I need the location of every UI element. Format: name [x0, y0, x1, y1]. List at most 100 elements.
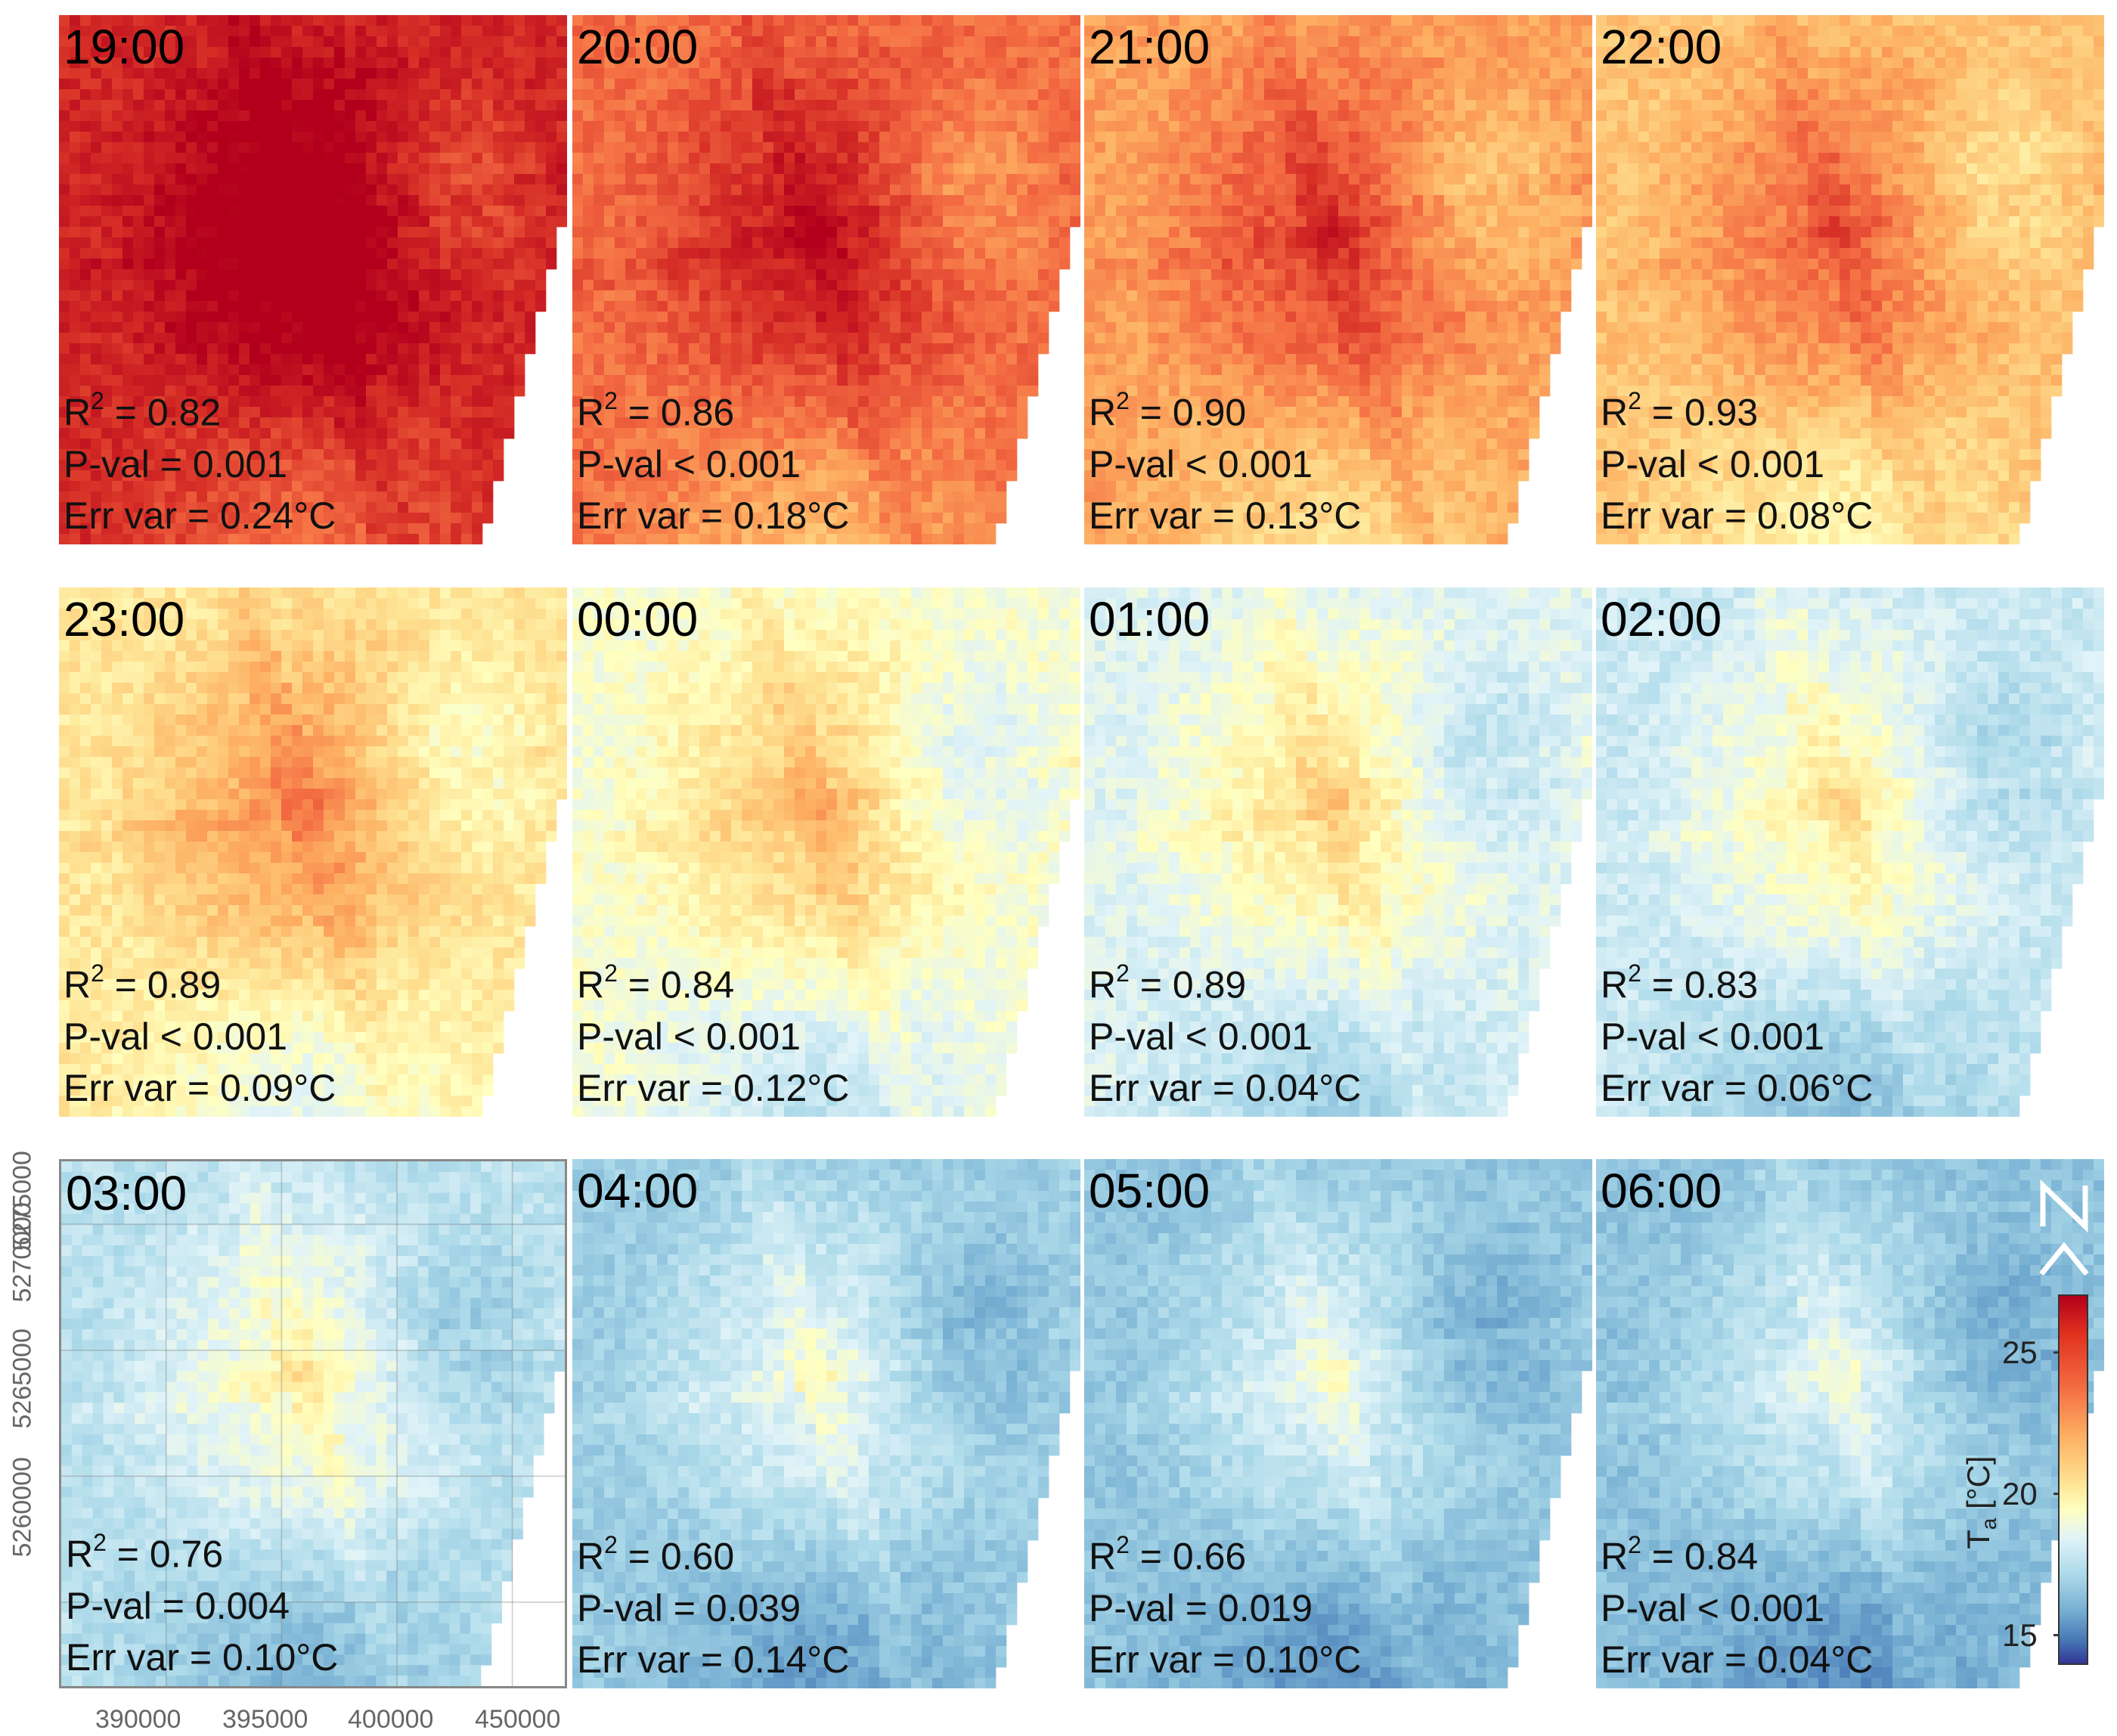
r2-value: 0.82 — [147, 392, 221, 434]
y-tick: 5260000 — [8, 1452, 38, 1557]
pval-line: P-val < 0.001 — [1601, 1583, 1873, 1634]
y-tick: 5275000 — [8, 1145, 38, 1251]
colorbar-label: Ta [°C] — [1960, 1427, 2001, 1578]
map-panel: 04:00 R2 = 0.60 P-val = 0.039 Err var = 0.1… — [572, 1159, 1080, 1688]
time-label: 00:00 — [577, 595, 698, 643]
temperature-raster — [1084, 587, 1592, 1117]
colorbar-ticks — [2053, 1351, 2060, 1637]
r2-value: 0.76 — [150, 1533, 223, 1576]
r2-line: R2 = 0.60 — [577, 1522, 849, 1583]
time-label: 22:00 — [1601, 23, 1722, 71]
time-label: 21:00 — [1089, 23, 1210, 71]
stats-block: R2 = 0.66 P-val = 0.019 Err var = 0.10°C — [1089, 1522, 1361, 1685]
r2-line: R2 = 0.84 — [1601, 1522, 1873, 1583]
stats-block: R2 = 0.93 P-val < 0.001 Err var = 0.08°C — [1601, 378, 1873, 541]
pval-line: P-val = 0.039 — [577, 1583, 849, 1634]
errvar-line: Err var = 0.04°C — [1089, 1062, 1361, 1114]
colorbar-label-sub: a — [1977, 1518, 2001, 1530]
temperature-raster — [1084, 1159, 1592, 1688]
errvar-line: Err var = 0.09°C — [64, 1062, 336, 1114]
errvar-line: Err var = 0.12°C — [577, 1062, 849, 1114]
pval-line: P-val < 0.001 — [1089, 439, 1361, 490]
colorbar-tick-label: 20 — [2002, 1476, 2038, 1512]
r2-value: 0.60 — [661, 1536, 734, 1578]
colorbar-label-unit: [°C] — [1960, 1456, 1996, 1509]
stats-block: R2 = 0.84 P-val < 0.001 Err var = 0.04°C — [1601, 1522, 1873, 1685]
pval-line: P-val = 0.001 — [64, 439, 336, 490]
pval-line: P-val < 0.001 — [1601, 439, 1873, 490]
r2-value: 0.93 — [1685, 392, 1758, 434]
r2-value: 0.66 — [1173, 1536, 1246, 1578]
time-label: 23:00 — [64, 595, 184, 643]
temperature-raster — [1596, 587, 2104, 1117]
map-panel: 20:00 R2 = 0.86 P-val < 0.001 Err var = 0.1… — [572, 15, 1080, 544]
temperature-raster — [1596, 1159, 2104, 1688]
stats-block: R2 = 0.84 P-val < 0.001 Err var = 0.12°C — [577, 950, 849, 1114]
y-tick: 5265000 — [8, 1323, 38, 1428]
pval-line: P-val < 0.001 — [1089, 1011, 1361, 1062]
stats-block: R2 = 0.60 P-val = 0.039 Err var = 0.14°C — [577, 1522, 849, 1685]
map-panel: 00:00 R2 = 0.84 P-val < 0.001 Err var = 0.1… — [572, 587, 1080, 1117]
time-label: 05:00 — [1089, 1167, 1210, 1215]
r2-value: 0.86 — [661, 392, 734, 434]
r2-value: 0.84 — [1685, 1536, 1758, 1578]
map-panel: 03:00 R2 = 0.76 P-val = 0.004 Err var = 0.1… — [59, 1159, 567, 1688]
r2-line: R2 = 0.82 — [64, 378, 336, 439]
temperature-raster — [572, 1159, 1080, 1688]
time-label: 19:00 — [64, 23, 184, 71]
r2-line: R2 = 0.86 — [577, 378, 849, 439]
temperature-raster — [61, 1161, 565, 1686]
map-panel: 01:00 R2 = 0.89 P-val < 0.001 Err var = 0.0… — [1084, 587, 1592, 1117]
colorbar-label-main: T — [1960, 1530, 1996, 1549]
x-tick: 390000 — [95, 1705, 181, 1734]
r2-line: R2 = 0.84 — [577, 950, 849, 1011]
r2-value: 0.84 — [661, 964, 734, 1006]
pval-line: P-val < 0.001 — [1601, 1011, 1873, 1062]
stats-block: R2 = 0.82 P-val = 0.001 Err var = 0.24°C — [64, 378, 336, 541]
x-tick: 400000 — [348, 1705, 433, 1734]
map-panel: 06:00 R2 = 0.84 P-val < 0.001 Err var = 0.0… — [1596, 1159, 2104, 1688]
temperature-raster — [1084, 15, 1592, 544]
map-panel: 19:00 R2 = 0.82 P-val = 0.001 Err var = 0.2… — [59, 15, 567, 544]
pval-line: P-val = 0.004 — [66, 1580, 338, 1632]
pval-line: P-val < 0.001 — [64, 1011, 336, 1062]
x-tick: 395000 — [222, 1705, 308, 1734]
time-label: 01:00 — [1089, 595, 1210, 643]
r2-line: R2 = 0.93 — [1601, 378, 1873, 439]
temperature-raster — [59, 587, 567, 1117]
errvar-line: Err var = 0.13°C — [1089, 490, 1361, 541]
colorbar-tick-label: 15 — [2002, 1617, 2038, 1654]
r2-value: 0.83 — [1685, 964, 1758, 1006]
errvar-line: Err var = 0.14°C — [577, 1634, 849, 1685]
map-panel: 02:00 R2 = 0.83 P-val < 0.001 Err var = 0.0… — [1596, 587, 2104, 1117]
pval-line: P-val < 0.001 — [577, 1011, 849, 1062]
pval-line: P-val < 0.001 — [577, 439, 849, 490]
r2-line: R2 = 0.90 — [1089, 378, 1361, 439]
time-label: 20:00 — [577, 23, 698, 71]
stats-block: R2 = 0.90 P-val < 0.001 Err var = 0.13°C — [1089, 378, 1361, 541]
stats-block: R2 = 0.83 P-val < 0.001 Err var = 0.06°C — [1601, 950, 1873, 1114]
x-tick: 450000 — [475, 1705, 560, 1734]
errvar-line: Err var = 0.04°C — [1601, 1634, 1873, 1685]
r2-line: R2 = 0.76 — [66, 1520, 338, 1580]
r2-line: R2 = 0.89 — [64, 950, 336, 1011]
r2-line: R2 = 0.83 — [1601, 950, 1873, 1011]
temperature-raster — [572, 587, 1080, 1117]
time-label: 02:00 — [1601, 595, 1722, 643]
north-arrow-icon — [2039, 1180, 2089, 1276]
errvar-line: Err var = 0.08°C — [1601, 490, 1873, 541]
map-panel: 21:00 R2 = 0.90 P-val < 0.001 Err var = 0.1… — [1084, 15, 1592, 544]
r2-line: R2 = 0.89 — [1089, 950, 1361, 1011]
map-panel: 22:00 R2 = 0.93 P-val < 0.001 Err var = 0.0… — [1596, 15, 2104, 544]
temperature-raster — [572, 15, 1080, 544]
stats-block: R2 = 0.89 P-val < 0.001 Err var = 0.04°C — [1089, 950, 1361, 1114]
stats-block: R2 = 0.76 P-val = 0.004 Err var = 0.10°C — [66, 1520, 338, 1683]
stats-block: R2 = 0.89 P-val < 0.001 Err var = 0.09°C — [64, 950, 336, 1114]
errvar-line: Err var = 0.18°C — [577, 490, 849, 541]
temperature-raster — [59, 15, 567, 544]
map-panel: 23:00 R2 = 0.89 P-val < 0.001 Err var = 0.0… — [59, 587, 567, 1117]
errvar-line: Err var = 0.10°C — [66, 1632, 338, 1683]
colorbar-tick-label: 25 — [2002, 1335, 2038, 1371]
r2-value: 0.89 — [1173, 964, 1246, 1006]
colorbar — [2058, 1294, 2088, 1665]
